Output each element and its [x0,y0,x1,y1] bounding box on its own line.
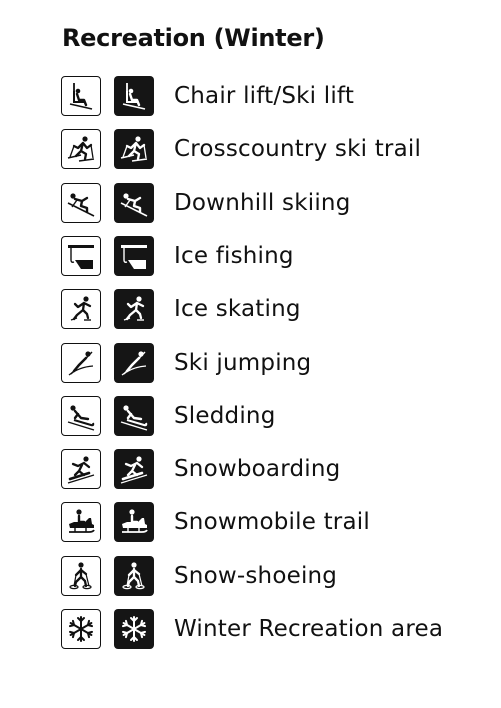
legend-title: Recreation (Winter) [62,24,325,52]
legend-row-snowflake: Winter Recreation area [61,608,481,650]
downhill-skiing-outline-icon [61,183,101,223]
legend-label: Ski jumping [174,350,312,376]
legend-label: Crosscountry ski trail [174,136,422,162]
snowboarding-outline-icon [61,449,101,489]
legend-row-ice-skating: Ice skating [61,288,481,330]
chair-lift-outline-icon [61,76,101,116]
legend-label: Snow-shoeing [174,563,338,589]
snowboarding-solid-icon [114,449,154,489]
legend-row-ice-fishing: Ice fishing [61,235,481,277]
sledding-solid-icon [114,396,154,436]
ski-jumping-solid-icon [114,343,154,383]
snowmobile-outline-icon [61,502,101,542]
legend-label: Winter Recreation area [174,616,444,642]
ski-jumping-outline-icon [61,343,101,383]
crosscountry-ski-solid-icon [114,129,154,169]
legend-label: Sledding [174,403,276,429]
crosscountry-ski-outline-icon [61,129,101,169]
snowshoeing-solid-icon [114,556,154,596]
legend-row-ski-jumping: Ski jumping [61,342,481,384]
legend-row-sledding: Sledding [61,395,481,437]
legend-row-downhill-skiing: Downhill skiing [61,182,481,224]
legend-row-snowboarding: Snowboarding [61,448,481,490]
legend-label: Snowmobile trail [174,509,370,535]
ice-skating-outline-icon [61,289,101,329]
snowmobile-solid-icon [114,502,154,542]
legend-row-crosscountry-ski: Crosscountry ski trail [61,128,481,170]
ice-fishing-solid-icon [114,236,154,276]
downhill-skiing-solid-icon [114,183,154,223]
snowflake-outline-icon [61,609,101,649]
legend-row-snowmobile: Snowmobile trail [61,501,481,543]
legend-label: Ice skating [174,296,301,322]
snowshoeing-outline-icon [61,556,101,596]
legend-label: Ice fishing [174,243,294,269]
chair-lift-solid-icon [114,76,154,116]
snowflake-solid-icon [114,609,154,649]
legend-label: Snowboarding [174,456,341,482]
ice-fishing-outline-icon [61,236,101,276]
legend-label: Downhill skiing [174,190,351,216]
sledding-outline-icon [61,396,101,436]
legend-row-snowshoeing: Snow-shoeing [61,555,481,597]
legend-label: Chair lift/Ski lift [174,83,355,109]
ice-skating-solid-icon [114,289,154,329]
legend-row-chair-lift: Chair lift/Ski lift [61,75,481,117]
